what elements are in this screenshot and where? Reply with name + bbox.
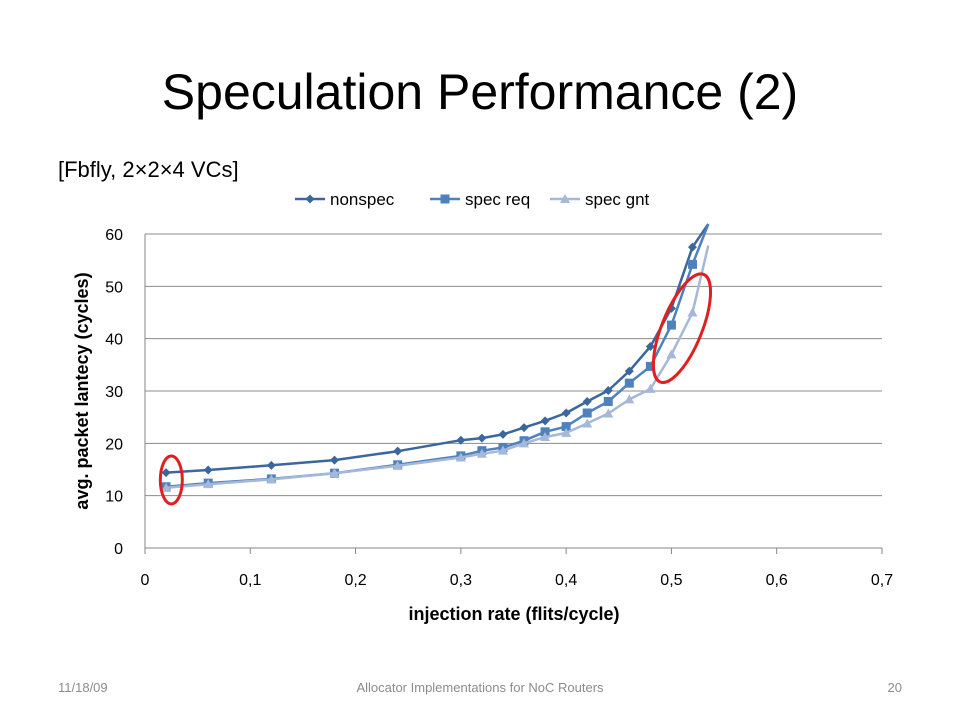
data-point	[456, 435, 466, 445]
data-point	[561, 427, 572, 437]
series-line	[165, 223, 710, 489]
x-tick-label: 0,5	[660, 572, 682, 589]
legend-item: spec gnt	[550, 190, 650, 209]
data-point	[540, 416, 550, 426]
x-tick-label: 0,4	[555, 572, 577, 589]
annotation-layer	[158, 272, 713, 506]
data-point	[687, 259, 697, 269]
y-tick-label: 30	[105, 384, 123, 401]
page-number: 20	[887, 680, 902, 695]
data-point	[519, 438, 530, 448]
slide-title: Speculation Performance (2)	[161, 64, 799, 120]
y-tick-label: 0	[114, 541, 123, 558]
x-tick-label: 0	[141, 572, 150, 589]
legend-item: nonspec	[295, 190, 395, 209]
series-spec-req	[161, 223, 710, 492]
data-point	[476, 448, 487, 458]
y-tick-label: 60	[105, 227, 123, 244]
y-tick-label: 40	[105, 332, 123, 349]
highlight-ellipse	[651, 272, 713, 384]
data-point	[582, 418, 593, 428]
series-line	[166, 223, 710, 474]
data-point	[330, 455, 340, 465]
x-tick-label: 0,1	[239, 572, 261, 589]
data-point	[645, 361, 655, 371]
data-point	[603, 396, 613, 406]
data-point	[329, 468, 340, 478]
data-point	[687, 307, 698, 317]
legend-label: nonspec	[330, 190, 395, 209]
data-point	[392, 460, 403, 470]
x-axis-title: injection rate (flits/cycle)	[408, 604, 619, 624]
data-point	[666, 349, 677, 359]
data-point	[603, 408, 614, 418]
legend-label: spec gnt	[585, 190, 650, 209]
series-layer	[161, 223, 710, 492]
data-point	[645, 342, 655, 352]
data-point	[540, 427, 550, 437]
footer-title: Allocator Implementations for NoC Router…	[356, 680, 604, 695]
series-line	[165, 245, 710, 490]
y-axis-title: avg. packet lantecy (cycles)	[72, 272, 92, 509]
data-point	[440, 194, 450, 204]
data-point	[624, 378, 634, 388]
footer-date: 11/18/09	[58, 680, 108, 695]
x-tick-label: 0,2	[344, 572, 366, 589]
data-point	[582, 396, 592, 406]
data-point	[455, 452, 466, 462]
data-point	[203, 479, 214, 489]
data-point	[498, 429, 508, 439]
data-point	[266, 460, 276, 470]
data-point	[519, 423, 529, 433]
x-tick-label: 0,6	[766, 572, 788, 589]
data-point	[561, 408, 571, 418]
data-point	[477, 433, 487, 443]
legend-label: spec req	[465, 190, 530, 209]
data-point	[161, 482, 172, 492]
data-point	[603, 385, 613, 395]
series-spec-gnt	[161, 245, 710, 492]
slide-subtitle: [Fbfly, 2×2×4 VCs]	[58, 157, 239, 182]
data-point	[540, 432, 551, 442]
x-tick-label: 0,3	[450, 572, 472, 589]
data-point	[393, 446, 403, 456]
data-point	[266, 474, 277, 484]
data-point	[497, 445, 508, 455]
highlight-ellipse	[158, 454, 184, 506]
y-tick-label: 20	[105, 436, 123, 453]
data-point	[666, 320, 676, 330]
data-point	[582, 408, 592, 418]
x-tick-label: 0,7	[871, 572, 893, 589]
data-point	[203, 465, 213, 475]
y-tick-label: 50	[105, 279, 123, 296]
legend: nonspec spec req spec gnt	[295, 190, 650, 209]
legend-item: spec req	[430, 190, 530, 209]
data-point	[305, 194, 315, 204]
data-point	[645, 383, 656, 393]
y-tick-label: 10	[105, 489, 123, 506]
data-point	[561, 422, 571, 432]
series-nonspec	[161, 223, 710, 478]
axis-layer: 0 10 20 30 40 50 60 0 0,1 0,2 0,3 0,4 0,5 0,6 0,7	[105, 227, 893, 589]
data-point	[687, 242, 697, 252]
grid-layer	[145, 233, 882, 549]
data-point	[161, 468, 171, 478]
data-point	[560, 194, 570, 203]
data-point	[624, 394, 635, 404]
data-point	[624, 366, 634, 376]
